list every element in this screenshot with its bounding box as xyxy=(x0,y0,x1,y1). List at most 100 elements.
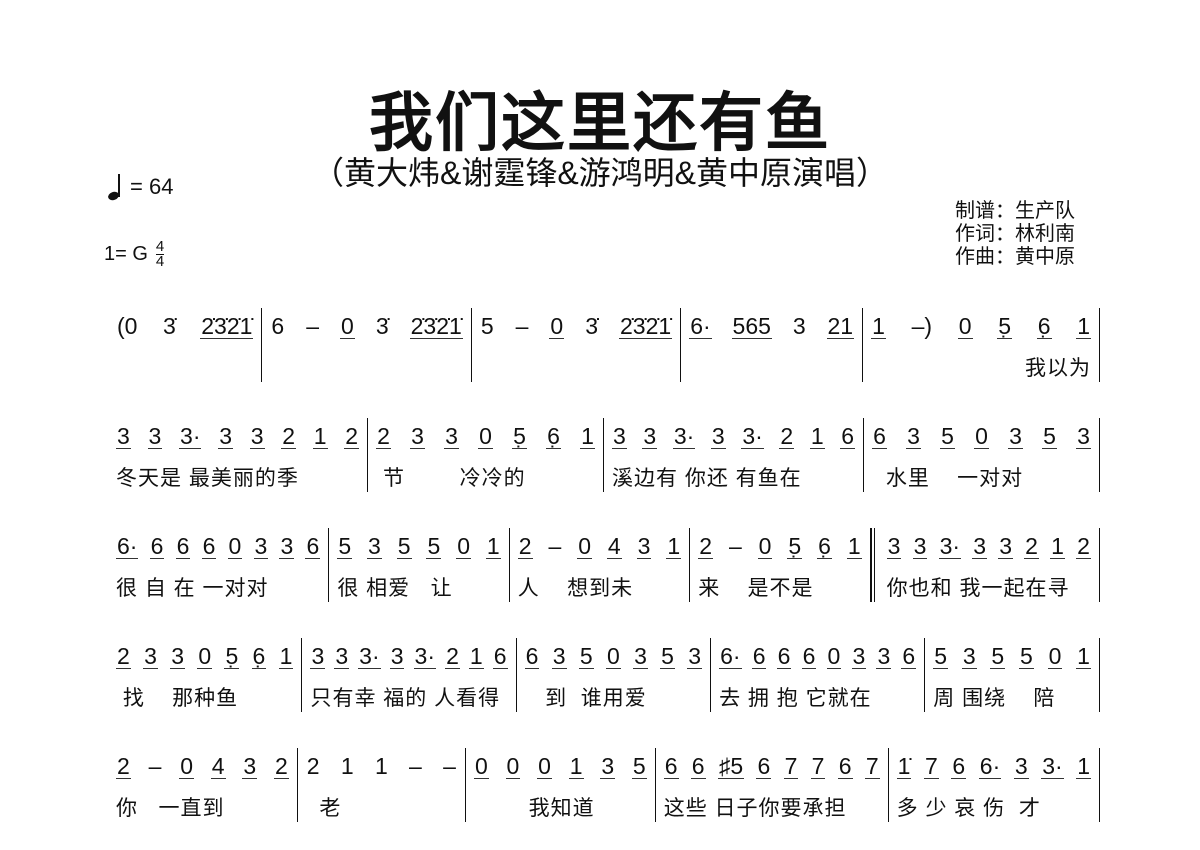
measure: (0 3̇ 2̇3̇2̇1̇ xyxy=(116,308,263,382)
note: 3 xyxy=(961,642,977,669)
note: 2̇3̇2̇1̇ xyxy=(619,312,673,339)
note: 3 xyxy=(792,313,806,339)
measure-lyrics xyxy=(270,352,462,382)
note: – xyxy=(515,313,529,339)
score-row: 6· 6 6 6 0 3 3 6 很 自 在 一对对 5 3 5 5 0 1 很 相爱 让 2–0 4 3 1 人 想到… xyxy=(116,528,1100,602)
note: – xyxy=(306,313,320,339)
time-bottom: 4 xyxy=(155,253,165,270)
note: 5̣ xyxy=(787,532,803,559)
measure-notes: 3 3 3· 3 3· 2 1 6 xyxy=(612,418,856,454)
note: 0 xyxy=(826,642,842,669)
note: 2 xyxy=(445,642,460,669)
measure-lyrics: 老 xyxy=(305,797,342,820)
note: 1 xyxy=(1050,532,1065,559)
note: 3 xyxy=(310,642,326,669)
measure-lyrics: 冬天是 最美丽的季 xyxy=(116,467,299,490)
measure: 5–0 3̇ 2̇3̇2̇1̇ xyxy=(472,308,682,382)
note: 3 xyxy=(998,532,1013,559)
note: 5 xyxy=(940,422,955,449)
note: 3̇ xyxy=(375,313,389,339)
note: 5̣ xyxy=(512,422,527,449)
note: 3 xyxy=(218,422,233,449)
note: 1 xyxy=(312,422,328,449)
measure-lyrics: 我知道 xyxy=(473,797,595,820)
note: 3 xyxy=(1013,752,1029,779)
note: – xyxy=(443,753,456,779)
note: 5 xyxy=(631,752,647,779)
note: 0 xyxy=(340,312,355,339)
measure-notes: 2 1 1– – xyxy=(306,748,457,784)
note: 6 xyxy=(801,642,817,669)
note: 0 xyxy=(1047,642,1063,669)
note: 1 xyxy=(1076,642,1091,669)
note: 0 xyxy=(478,422,493,449)
note: 5 xyxy=(480,313,494,339)
note: 6 xyxy=(524,642,540,669)
note: 3 xyxy=(612,422,627,449)
note: 6· xyxy=(978,752,1002,779)
note: 2 xyxy=(698,532,714,559)
measure-notes: (0 3̇ 2̇3̇2̇1̇ xyxy=(116,308,254,344)
note: 565 xyxy=(731,312,772,339)
note: 3 xyxy=(851,642,867,669)
measure: 3 3 3· 3 3· 2 1 6 只有幸 福的 人看得 xyxy=(302,638,517,712)
note: 3· xyxy=(179,422,202,449)
note: 2 xyxy=(306,753,320,779)
measure-lyrics xyxy=(480,352,672,382)
note: 3̇ xyxy=(162,313,176,339)
note: 0 xyxy=(537,752,552,779)
note: 2 xyxy=(517,532,533,559)
note: 1 xyxy=(568,752,584,779)
note: 3· xyxy=(358,642,381,669)
measure-lyrics: 只有幸 福的 人看得 xyxy=(310,687,501,710)
measure-lyrics: 到 谁用爱 xyxy=(524,687,647,710)
song-title: 我们这里还有鱼 xyxy=(369,87,831,159)
note: – xyxy=(548,533,562,559)
note: 6̣ xyxy=(251,642,267,669)
measure-lyrics: 这些 日子你要承担 xyxy=(663,797,847,820)
note: 1 xyxy=(809,422,825,449)
note: 6 xyxy=(492,642,508,669)
note: 5 xyxy=(990,642,1006,669)
measure: 1̇ 7 6 6· 3 3· 1 多 少 哀 伤 才 xyxy=(889,748,1101,822)
note: 3 xyxy=(1076,422,1091,449)
note: 5 xyxy=(337,532,353,559)
note: 3 xyxy=(253,532,269,559)
note: 6 xyxy=(175,532,191,559)
time-signature: 4 4 xyxy=(155,238,165,270)
note: 3 xyxy=(389,642,405,669)
song-subtitle: （黄大炜&谢霆锋&游鸿明&黄中原演唱） xyxy=(311,155,889,191)
measure-notes: 6· 6 6 6 0 3 3 6 xyxy=(719,638,917,674)
measure-notes: 2–0 4 3 1 xyxy=(517,528,682,564)
note: 1 xyxy=(846,532,862,559)
note: 2̇3̇2̇1̇ xyxy=(409,312,463,339)
note: 7 xyxy=(810,752,826,779)
measure-lyrics: 找 那种鱼 xyxy=(116,687,239,710)
time-top: 4 xyxy=(155,238,165,255)
note: 0 xyxy=(957,312,973,339)
note: (0 xyxy=(117,313,138,339)
note: 6̣ xyxy=(817,532,832,559)
measure-notes: 6· 565 3 21 xyxy=(689,308,855,344)
note: 3 xyxy=(551,642,567,669)
note: 2 xyxy=(344,422,360,449)
measure-lyrics: 溪边有 你还 有鱼在 xyxy=(612,467,802,490)
measure-notes: 3 3 3· 3 3· 2 1 6 xyxy=(310,638,508,674)
measure: 2 1 1– – 老 xyxy=(298,748,466,822)
note: 1 xyxy=(468,642,484,669)
measure: 6· 565 3 21 xyxy=(681,308,864,382)
measure-lyrics: 水里 一对对 xyxy=(872,467,1024,490)
note: 3 xyxy=(687,642,703,669)
measure: 3 3 3· 3 3 2 1 2 你也和 我一起在寻 xyxy=(870,528,1100,602)
measure-notes: 3 3 3· 3 3 2 1 2 xyxy=(116,418,360,454)
note: 1 xyxy=(340,753,354,779)
credit-composer: 作曲：黄中原 xyxy=(955,246,1075,268)
note: 3 xyxy=(876,642,892,669)
measure-lyrics: 来 是不是 xyxy=(698,577,814,600)
